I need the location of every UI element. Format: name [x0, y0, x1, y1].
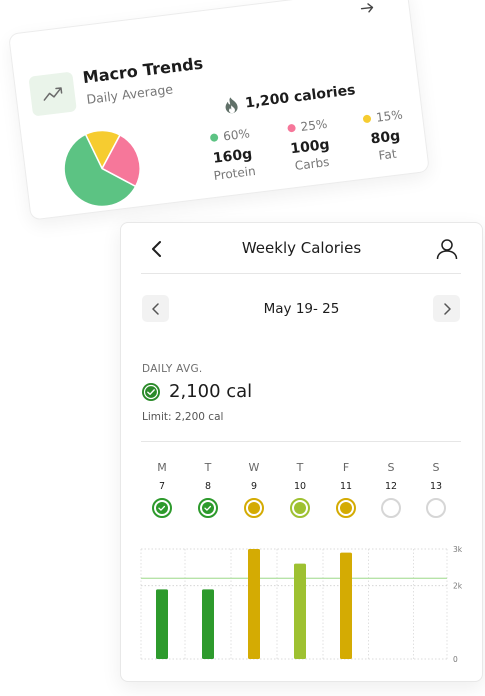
- flame-icon: [225, 97, 238, 114]
- day-date: 8: [204, 481, 212, 492]
- chevron-left-icon: [151, 302, 159, 315]
- status-circle-icon: [336, 498, 356, 518]
- check-circle-icon: [142, 382, 160, 401]
- day-column[interactable]: T 10: [285, 461, 315, 518]
- status-circle-icon: [381, 498, 401, 518]
- y-tick-label: 0: [453, 655, 458, 664]
- day-letter: S: [387, 461, 395, 474]
- header-divider: [141, 273, 461, 274]
- day-date: 10: [293, 481, 307, 492]
- macro-pie-chart: [63, 129, 141, 208]
- back-button[interactable]: [145, 237, 169, 261]
- day-date: 13: [429, 481, 443, 492]
- day-column[interactable]: F 11: [331, 461, 361, 518]
- day-column[interactable]: S 13: [421, 461, 451, 518]
- next-week-button[interactable]: [433, 295, 460, 322]
- chevron-left-icon: [152, 241, 161, 257]
- carbs-percent: 25%: [299, 116, 329, 134]
- day-column[interactable]: S 12: [376, 461, 406, 518]
- protein-percent: 60%: [222, 126, 251, 144]
- day-date: 11: [339, 481, 353, 492]
- carbs-dot: [287, 123, 297, 133]
- trend-icon-box: [28, 71, 77, 117]
- arrow-right-icon[interactable]: [359, 0, 375, 19]
- prev-week-button[interactable]: [142, 295, 169, 322]
- day-letter: F: [342, 461, 350, 474]
- macro-carbs: 25% 100g Carbs: [272, 115, 348, 175]
- protein-dot: [209, 133, 219, 143]
- macro-protein: 60% 160g Protein: [194, 124, 270, 184]
- calorie-limit: Limit: 2,200 cal: [142, 411, 224, 423]
- chart-bar: [202, 589, 214, 659]
- weekly-calories-card: Weekly Calories May 19- 25 DAILY AVG. 2,…: [120, 222, 483, 682]
- chart-bar: [340, 552, 352, 659]
- weekly-calories-chart: 0 2k 3k: [140, 545, 463, 664]
- user-icon: [436, 239, 458, 260]
- chart-bar: [248, 549, 260, 659]
- check-circle-icon: [198, 498, 218, 518]
- fat-percent: 15%: [375, 107, 404, 125]
- date-range: May 19- 25: [263, 301, 340, 317]
- section-divider: [141, 441, 461, 442]
- page-title: Weekly Calories: [241, 239, 362, 257]
- pie-slice-protein: [63, 133, 137, 208]
- check-circle-icon: [152, 498, 172, 518]
- y-tick-label: 2k: [453, 582, 463, 591]
- day-letter: T: [204, 461, 212, 474]
- calories-summary: 1,200 calories: [222, 81, 356, 115]
- day-date: 7: [158, 481, 166, 492]
- status-circle-icon: [290, 498, 310, 518]
- chart-bar: [156, 589, 168, 659]
- macro-fat: 15% 80g Fat: [347, 106, 423, 166]
- day-date: 12: [384, 481, 398, 492]
- fat-dot: [362, 114, 372, 124]
- calories-value: 1,200 calories: [244, 82, 357, 112]
- daily-avg-value: 2,100 cal: [169, 381, 253, 402]
- day-letter: T: [296, 461, 304, 474]
- macro-trends-card[interactable]: Macro Trends Daily Average 1,200 calorie…: [8, 0, 430, 221]
- daily-avg-row: 2,100 cal: [141, 381, 252, 402]
- day-letter: M: [157, 461, 167, 474]
- chevron-right-icon: [443, 302, 451, 315]
- y-tick-label: 3k: [453, 545, 463, 554]
- profile-button[interactable]: [435, 237, 459, 261]
- day-letter: S: [432, 461, 440, 474]
- daily-avg-label: DAILY AVG.: [142, 363, 203, 375]
- status-circle-icon: [426, 498, 446, 518]
- day-date: 9: [250, 481, 258, 492]
- status-circle-icon: [244, 498, 264, 518]
- trend-up-icon: [43, 87, 63, 101]
- chart-bar: [294, 563, 306, 659]
- day-letter: W: [248, 461, 260, 474]
- macro-title: Macro Trends: [81, 53, 205, 88]
